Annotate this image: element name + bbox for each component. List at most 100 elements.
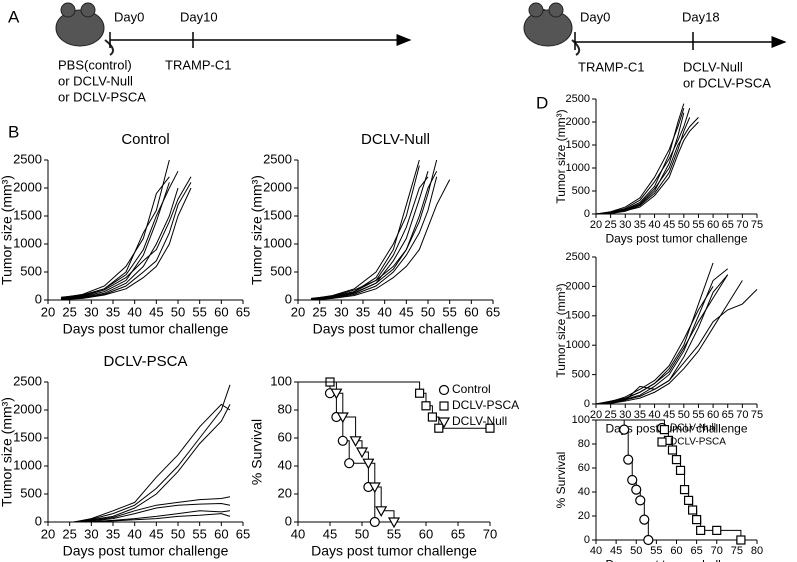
y-axis-label: Tumor size (mm³) (248, 175, 264, 285)
x-tick-label: 30 (619, 409, 631, 421)
growth-line (595, 117, 699, 215)
growth-line (310, 176, 438, 300)
y-tick-label: 0 (584, 398, 590, 410)
x-tick-label: 45 (149, 304, 163, 319)
legend-label: DCLV-Null (452, 414, 507, 428)
x-tick-label: 45 (399, 304, 413, 319)
marker (736, 535, 746, 545)
y-tick-label: 1000 (13, 457, 42, 472)
x-tick-label: 25 (62, 526, 76, 541)
x-tick-label: 50 (421, 304, 435, 319)
x-tick-label: 20 (41, 526, 55, 541)
legend-marker (437, 417, 451, 429)
growth-line (60, 182, 192, 300)
y-tick-label: 0 (285, 513, 292, 528)
x-tick-label: 60 (707, 409, 719, 421)
marker (687, 505, 698, 515)
treatment: PBS(control) (58, 57, 132, 72)
mouse-icon (55, 2, 115, 56)
y-tick-label: 2000 (13, 179, 42, 194)
panel-label: D (536, 93, 548, 112)
x-tick-label: 25 (605, 409, 617, 421)
x-tick-label: 75 (751, 219, 763, 231)
x-tick-label: 40 (291, 526, 305, 541)
y-tick-label: 2500 (263, 151, 292, 166)
marker (619, 424, 630, 435)
y-tick-label: 2000 (263, 179, 292, 194)
x-tick-label: 75 (731, 545, 743, 557)
growth-line (310, 170, 438, 300)
x-tick-label: 35 (106, 304, 120, 319)
x-tick-label: 30 (619, 219, 631, 231)
y-tick-label: 500 (20, 263, 42, 278)
y-tick-label: 500 (270, 263, 292, 278)
legend-marker (657, 437, 667, 447)
x-tick-label: 45 (149, 526, 163, 541)
x-tick-label: 45 (610, 545, 622, 557)
day-label: Day10 (180, 9, 218, 24)
marker (355, 447, 369, 459)
treatment: or DCLV-PSCA (683, 75, 771, 90)
y-tick-label: 40 (578, 486, 590, 498)
y-tick-label: 2500 (13, 151, 42, 166)
x-tick-label: 20 (590, 219, 602, 231)
x-tick-label: 65 (451, 526, 465, 541)
mouse-icon (523, 2, 581, 56)
x-tick-label: 50 (678, 219, 690, 231)
y-tick-label: 100 (270, 373, 292, 388)
y-tick-label: 1000 (566, 162, 590, 174)
marker (643, 534, 654, 546)
growth-line (60, 176, 170, 299)
marker (639, 514, 650, 525)
marker (368, 482, 381, 494)
x-tick-label: 20 (590, 409, 602, 421)
treatment: DCLV-Null (683, 59, 743, 74)
growth-line (73, 384, 231, 523)
event: TRAMP-C1 (578, 59, 644, 74)
x-tick-label: 50 (678, 409, 690, 421)
event: TRAMP-C1 (165, 57, 231, 72)
panel-label: A (8, 7, 20, 26)
x-axis-label: Days post tumor challenge (63, 321, 229, 337)
x-axis-label: Days post tumor challenge (311, 543, 477, 559)
y-tick-label: 1000 (13, 235, 42, 250)
x-tick-label: 25 (62, 304, 76, 319)
x-tick-label: 45 (663, 219, 675, 231)
growth-line (60, 159, 170, 299)
y-tick-label: 500 (20, 485, 42, 500)
y-tick-label: 0 (285, 291, 292, 306)
marker (415, 388, 425, 398)
y-tick-label: 80 (578, 438, 590, 450)
x-tick-label: 70 (483, 526, 497, 541)
x-axis-label: Days post tumor challenge (605, 231, 747, 245)
marker (696, 525, 706, 536)
day-label: Day18 (682, 9, 720, 24)
y-tick-label: 20 (278, 485, 292, 500)
x-tick-label: 60 (707, 219, 719, 231)
y-axis-label: Tumor size (mm³) (0, 175, 14, 285)
x-tick-label: 55 (192, 526, 206, 541)
survival-line (298, 381, 395, 522)
marker (387, 517, 401, 529)
x-tick-label: 60 (670, 545, 682, 557)
y-axis-label: Tumor size (mm³) (554, 283, 568, 377)
growth-line (73, 503, 231, 523)
x-tick-label: 40 (648, 409, 660, 421)
marker (631, 484, 642, 495)
growth-line (310, 159, 438, 299)
x-tick-label: 65 (722, 219, 734, 231)
growth-line (595, 274, 729, 405)
x-axis-label: Days post tumor challenge (313, 321, 479, 337)
x-tick-label: 65 (691, 545, 703, 557)
x-tick-label: 60 (214, 304, 228, 319)
y-tick-label: 2000 (566, 116, 590, 128)
growth-line (310, 165, 420, 300)
x-tick-label: 50 (171, 304, 185, 319)
growth-line (595, 108, 691, 215)
growth-line (595, 108, 685, 215)
y-tick-label: 60 (578, 462, 590, 474)
legend-marker (438, 384, 450, 396)
marker (659, 425, 670, 435)
y-tick-label: 1500 (566, 139, 590, 151)
x-tick-label: 65 (722, 409, 734, 421)
